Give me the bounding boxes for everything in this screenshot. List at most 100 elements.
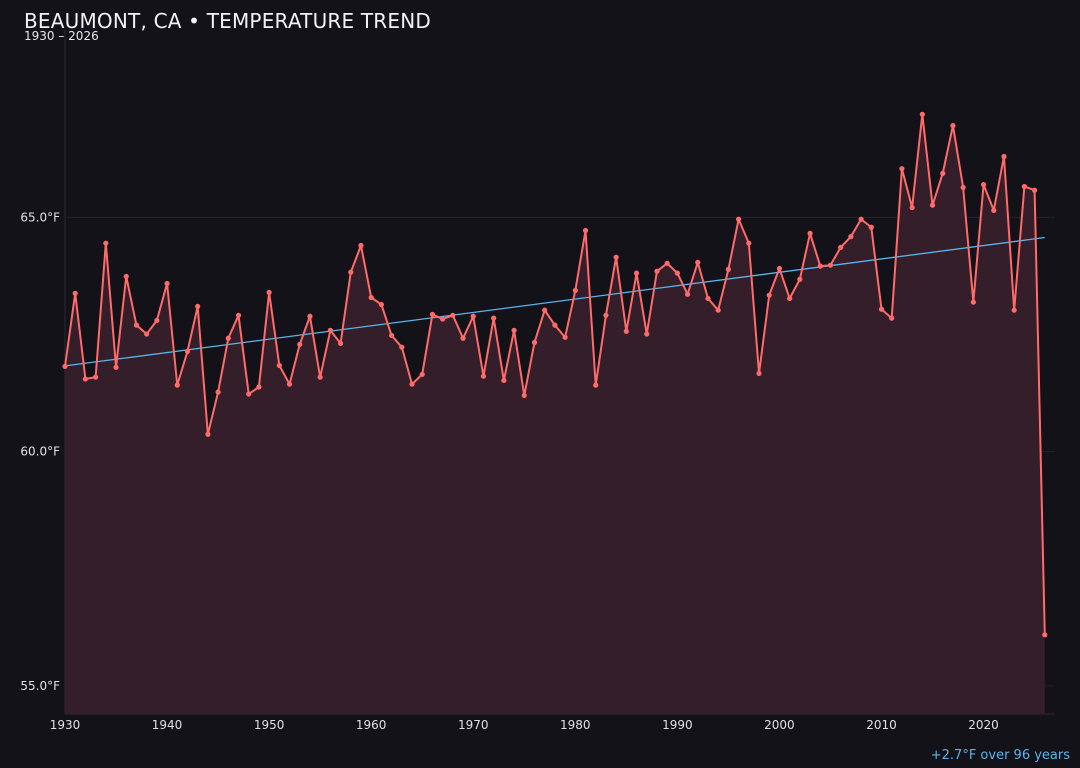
data-point bbox=[980, 182, 987, 188]
data-point bbox=[103, 240, 109, 246]
data-point bbox=[531, 339, 538, 346]
data-point bbox=[429, 311, 436, 317]
data-point bbox=[940, 170, 946, 176]
data-point bbox=[297, 341, 303, 347]
data-point bbox=[501, 377, 507, 384]
y-tick-label: 55.0°F bbox=[20, 679, 60, 693]
data-point bbox=[1031, 187, 1038, 193]
data-point bbox=[878, 306, 885, 312]
data-point bbox=[776, 265, 783, 272]
x-tick-label: 1960 bbox=[356, 718, 387, 732]
data-point bbox=[184, 348, 191, 354]
data-point bbox=[164, 280, 170, 287]
data-point bbox=[246, 391, 252, 397]
data-point bbox=[286, 381, 293, 387]
data-point bbox=[705, 295, 711, 302]
x-tick-label: 1950 bbox=[254, 718, 285, 732]
x-tick-label: 1990 bbox=[662, 718, 693, 732]
data-point bbox=[654, 268, 660, 274]
data-point bbox=[736, 216, 742, 222]
data-point bbox=[899, 166, 905, 172]
data-point bbox=[358, 242, 364, 249]
data-point bbox=[388, 332, 395, 339]
data-point bbox=[82, 376, 89, 382]
data-point bbox=[1001, 153, 1007, 160]
data-point bbox=[1042, 632, 1048, 638]
data-point bbox=[409, 381, 415, 387]
data-point bbox=[674, 270, 680, 276]
data-point bbox=[470, 313, 476, 319]
data-point bbox=[868, 224, 874, 230]
data-point bbox=[633, 270, 640, 276]
data-point bbox=[491, 315, 497, 321]
data-point bbox=[684, 291, 691, 297]
data-point bbox=[603, 312, 609, 318]
y-tick-label: 60.0°F bbox=[20, 445, 60, 459]
data-point bbox=[511, 327, 517, 333]
data-point bbox=[317, 374, 323, 380]
data-point bbox=[72, 290, 78, 296]
data-point bbox=[113, 364, 119, 370]
data-point bbox=[215, 389, 221, 395]
data-point bbox=[133, 322, 140, 328]
data-point bbox=[450, 312, 456, 318]
data-point bbox=[715, 307, 721, 313]
data-point bbox=[858, 216, 864, 222]
x-tick-label: 1970 bbox=[458, 718, 489, 732]
data-point bbox=[521, 392, 527, 399]
data-point bbox=[889, 315, 895, 321]
data-point bbox=[1021, 183, 1027, 190]
data-point bbox=[337, 340, 344, 347]
data-point bbox=[960, 184, 966, 191]
data-point bbox=[623, 328, 629, 334]
data-point bbox=[205, 431, 211, 437]
data-point bbox=[950, 122, 956, 129]
trend-line bbox=[64, 236, 1045, 367]
data-point bbox=[827, 262, 834, 268]
data-point bbox=[695, 259, 701, 265]
data-point bbox=[664, 260, 670, 266]
data-point bbox=[460, 335, 466, 341]
data-point bbox=[787, 295, 793, 302]
data-point bbox=[348, 269, 354, 275]
data-point bbox=[419, 371, 425, 377]
trend-annotation: +2.7°F over 96 years bbox=[930, 748, 1070, 763]
data-point bbox=[807, 230, 813, 236]
data-point bbox=[480, 373, 487, 379]
data-point bbox=[572, 287, 578, 294]
data-point bbox=[848, 234, 854, 240]
data-point bbox=[613, 254, 619, 260]
data-point bbox=[144, 331, 150, 337]
data-point bbox=[93, 374, 99, 380]
data-point bbox=[368, 294, 374, 301]
data-point bbox=[225, 335, 231, 341]
y-tick-label: 65.0°F bbox=[20, 210, 60, 224]
data-point bbox=[970, 299, 976, 305]
data-point bbox=[1011, 307, 1017, 313]
data-point bbox=[378, 301, 384, 308]
data-point bbox=[725, 266, 732, 272]
data-point bbox=[307, 313, 313, 319]
x-tick-label: 1980 bbox=[560, 718, 591, 732]
data-point bbox=[817, 263, 823, 269]
chart-title: BEAUMONT, CA • TEMPERATURE TREND bbox=[24, 9, 432, 33]
data-point bbox=[235, 312, 242, 318]
data-point bbox=[582, 227, 589, 234]
x-tick-label: 1940 bbox=[152, 718, 183, 732]
data-point bbox=[838, 244, 844, 250]
data-point bbox=[909, 204, 915, 211]
data-point bbox=[644, 331, 650, 337]
data-point bbox=[327, 327, 333, 333]
data-point bbox=[276, 362, 282, 369]
chart-subtitle: 1930 – 2026 bbox=[24, 29, 99, 43]
data-point bbox=[440, 316, 446, 322]
x-tick-label: 1930 bbox=[50, 718, 81, 732]
area-fill bbox=[65, 114, 1045, 715]
data-point bbox=[256, 384, 262, 390]
x-tick-label: 2020 bbox=[968, 718, 999, 732]
data-point bbox=[746, 240, 752, 246]
data-point bbox=[399, 344, 405, 350]
data-point bbox=[919, 111, 925, 117]
data-point bbox=[123, 273, 129, 280]
